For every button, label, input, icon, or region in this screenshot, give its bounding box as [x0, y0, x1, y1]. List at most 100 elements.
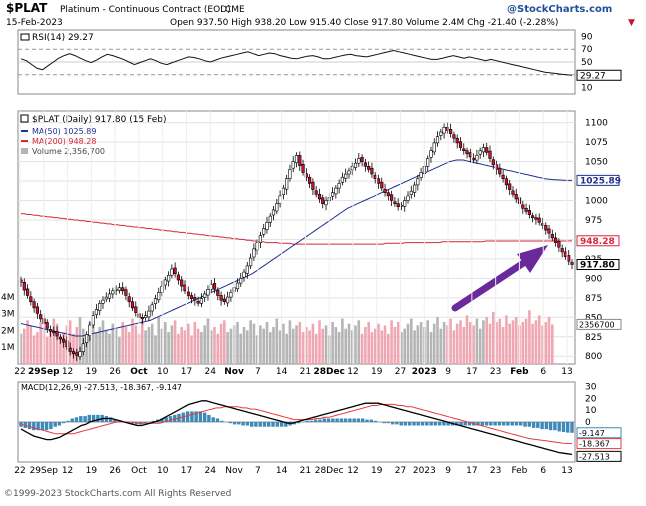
macd-histogram-bar — [296, 422, 301, 424]
volume-bar — [501, 327, 505, 364]
candle-body — [75, 352, 79, 356]
volume-bar — [259, 325, 262, 364]
macd-histogram-bar — [356, 418, 361, 422]
candle-body — [530, 215, 535, 218]
candle-body — [32, 301, 36, 309]
volume-bar — [200, 332, 203, 364]
macd-histogram-bar — [96, 414, 100, 422]
candle-body — [347, 170, 351, 175]
volume-bar — [29, 325, 33, 364]
price-tick-label: 825 — [585, 333, 602, 343]
volume-bar — [528, 310, 531, 364]
macd-histogram-bar — [433, 422, 437, 426]
candle-body — [363, 162, 368, 167]
volume-bar — [124, 327, 128, 364]
volume-bar — [108, 333, 111, 364]
macd-histogram-bar — [23, 422, 27, 428]
volume-bar — [52, 318, 56, 364]
candle-body — [170, 268, 174, 276]
price-x-tick-label: 23 — [490, 367, 501, 377]
candle-body — [189, 295, 194, 299]
volume-bar — [272, 327, 275, 364]
price-tick-label: 850 — [585, 313, 602, 323]
macd-histogram-bar — [373, 420, 378, 422]
candle-body — [275, 203, 279, 212]
macd-histogram-bar — [309, 420, 314, 422]
volume-bar — [285, 333, 288, 364]
candle-body — [52, 330, 56, 334]
volume-bar — [314, 333, 318, 364]
candle-body — [301, 164, 305, 173]
candle-body — [249, 257, 253, 267]
volume-bar — [341, 318, 344, 364]
volume-bar — [278, 330, 282, 364]
volume-bar — [164, 322, 167, 364]
macd-histogram-bar — [489, 422, 493, 426]
volume-bar — [452, 330, 456, 364]
volume-bar — [334, 327, 338, 364]
candle-body — [180, 279, 184, 287]
candle-body — [311, 181, 315, 190]
candle-body — [514, 194, 518, 200]
candle-body — [396, 203, 400, 208]
rsi-legend-swatch — [20, 33, 30, 41]
candle-body — [570, 262, 574, 265]
volume-bar — [410, 318, 413, 364]
volume-bar — [383, 325, 387, 364]
macd-histogram-bar — [164, 417, 168, 422]
volume-bar — [318, 320, 321, 364]
macd-histogram-bar — [557, 422, 561, 432]
volume-bar — [311, 323, 315, 364]
macd-histogram-bar — [40, 422, 45, 431]
volume-bar — [246, 330, 249, 364]
volume-bar — [446, 325, 449, 364]
volume-bar — [485, 317, 488, 364]
price-tick-label: 1075 — [585, 138, 608, 148]
rsi-tick-label: 90 — [581, 32, 593, 42]
volume-bar — [154, 335, 157, 364]
macd-x-tick-label: 27 — [395, 466, 406, 476]
volume-bar — [223, 320, 226, 364]
copyright: ©1999-2023 StockCharts.com All Rights Re… — [4, 489, 231, 499]
price-x-tick-label: 13 — [561, 367, 572, 377]
macd-histogram-bar — [91, 414, 96, 422]
price-x-tick-label: Nov — [224, 367, 244, 377]
volume-bar — [134, 325, 138, 364]
candle-body — [117, 287, 121, 291]
volume-bar — [32, 335, 36, 364]
volume-bar — [111, 323, 115, 364]
volume-bar — [505, 315, 508, 364]
candle-body — [124, 289, 128, 296]
macd-value-label: -9.147 — [579, 429, 605, 438]
volume-bar — [482, 320, 485, 364]
volume-bar — [193, 322, 197, 364]
candle-body — [255, 242, 259, 251]
candle-body — [235, 282, 240, 290]
volume-bar — [475, 318, 479, 364]
macd-histogram-bar — [369, 419, 373, 422]
macd-histogram-bar — [343, 418, 348, 422]
volume-bar — [36, 332, 39, 364]
macd-histogram-bar — [49, 422, 53, 430]
macd-x-tick-label: 10 — [157, 466, 169, 476]
macd-histogram-bar — [143, 422, 147, 424]
volume-bar — [209, 330, 213, 364]
volume-value-box — [576, 318, 622, 330]
instrument-name: Platinum - Continuous Contract (EOD) — [60, 5, 231, 15]
volume-bar — [432, 323, 436, 364]
macd-histogram-bar — [561, 422, 566, 432]
candle-body — [39, 314, 43, 320]
candle-body — [537, 217, 541, 223]
candle-body — [376, 178, 381, 184]
ma200-line — [21, 213, 573, 245]
volume-bar — [305, 327, 308, 364]
candle-body — [540, 223, 545, 226]
macd-x-tick-label: 12 — [62, 466, 73, 476]
candle-body — [442, 127, 446, 134]
macd-histogram-bar — [62, 422, 66, 424]
candle-body — [219, 295, 223, 301]
price-x-tick-label: 10 — [157, 367, 169, 377]
volume-bar — [242, 327, 246, 364]
macd-histogram-bar — [194, 411, 198, 422]
volume-bar — [419, 322, 423, 364]
